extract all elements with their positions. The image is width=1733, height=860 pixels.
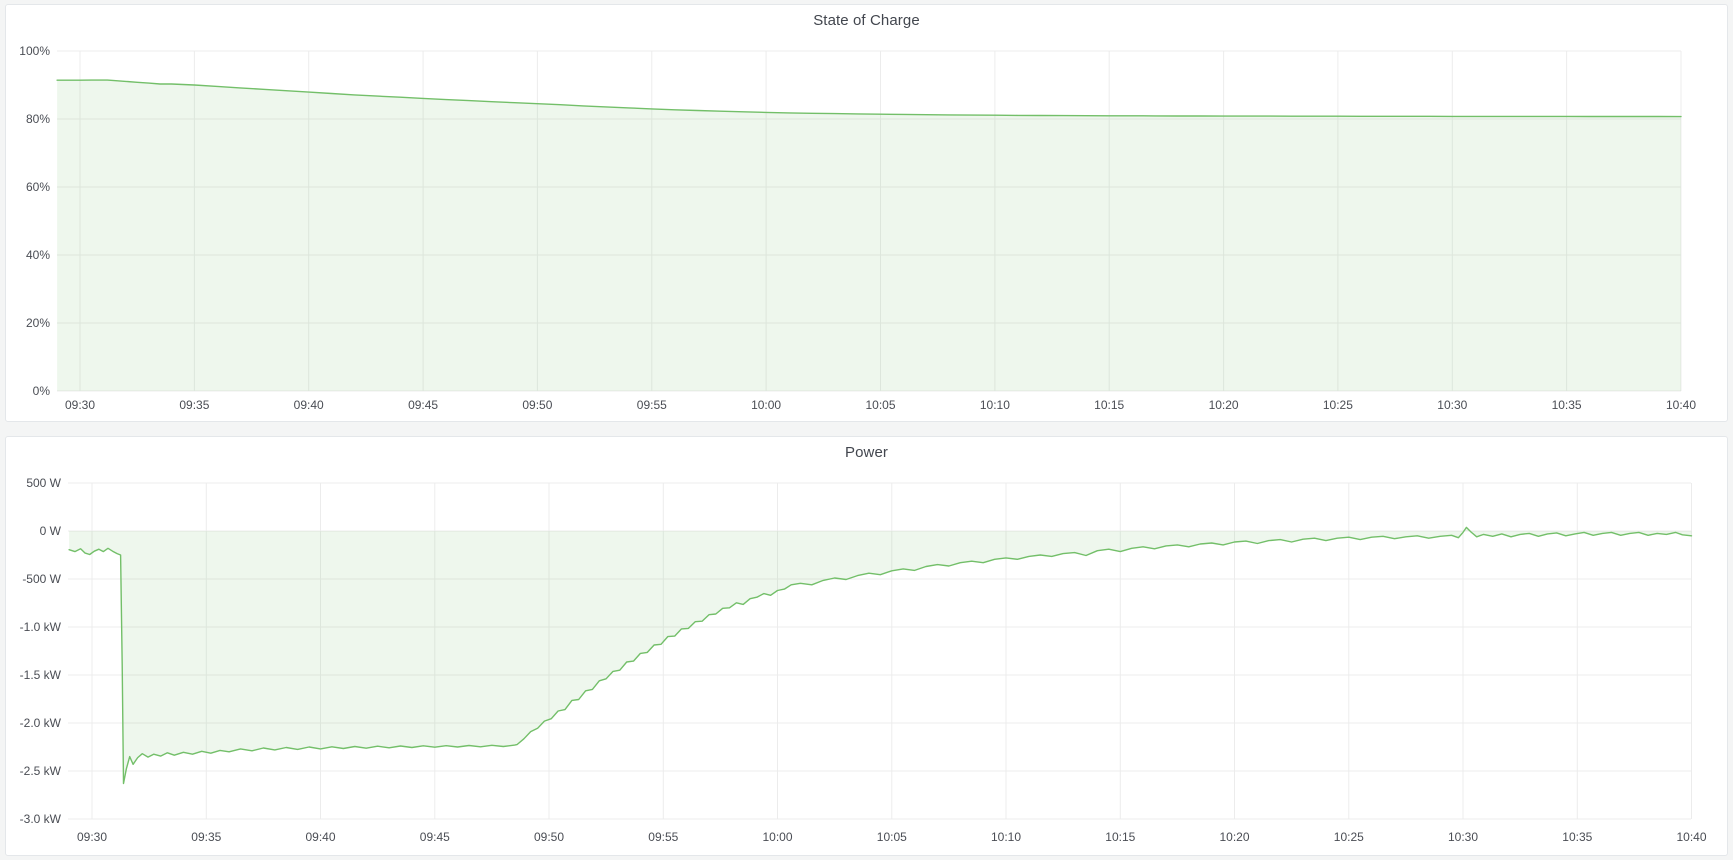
- y-tick-label: -1.0 kW: [20, 620, 62, 634]
- x-tick-label: 10:20: [1209, 398, 1239, 412]
- y-tick-label: -3.0 kW: [20, 812, 62, 826]
- x-tick-label: 10:10: [980, 398, 1010, 412]
- x-tick-label: 10:00: [762, 830, 792, 844]
- x-tick-label: 09:55: [637, 398, 667, 412]
- y-tick-label: -2.5 kW: [20, 764, 62, 778]
- x-tick-label: 10:15: [1094, 398, 1124, 412]
- x-tick-label: 10:15: [1105, 830, 1135, 844]
- soc-chart-canvas[interactable]: 100% 80% 60% 40% 20% 0% 09:30 09:35 09:40 09:45 09…: [6, 5, 1727, 421]
- x-tick-label: 09:40: [305, 830, 335, 844]
- x-tick-label: 10:30: [1437, 398, 1467, 412]
- y-tick-label: -500 W: [22, 572, 61, 586]
- x-tick-label: 09:35: [179, 398, 209, 412]
- y-tick-label: 100%: [19, 44, 50, 58]
- x-tick-label: 09:55: [648, 830, 678, 844]
- x-tick-label: 10:05: [877, 830, 907, 844]
- x-tick-label: 09:30: [65, 398, 95, 412]
- x-tick-label: 10:40: [1666, 398, 1696, 412]
- panel-power: 500 W 0 W -500 W -1.0 kW -1.5 kW -2.0 kW -2.5 …: [5, 436, 1728, 856]
- y-tick-label: 0%: [33, 384, 51, 398]
- x-tick-label: 09:30: [77, 830, 107, 844]
- y-tick-label: 500 W: [26, 476, 61, 490]
- x-tick-label: 09:35: [191, 830, 221, 844]
- series-area: [57, 80, 1682, 391]
- y-tick-label: -1.5 kW: [20, 668, 62, 682]
- series-line: [56, 79, 1682, 118]
- y-tick-label: 20%: [26, 316, 50, 330]
- series-line: [68, 526, 1693, 785]
- panel-title-power[interactable]: Power: [844, 444, 889, 461]
- x-tick-label: 10:30: [1448, 830, 1478, 844]
- x-tick-label: 10:40: [1676, 830, 1706, 844]
- x-tick-label: 09:45: [420, 830, 450, 844]
- x-tick-label: 10:35: [1562, 830, 1592, 844]
- x-tick-label: 09:50: [522, 398, 552, 412]
- x-tick-label: 10:00: [751, 398, 781, 412]
- y-tick-label: 0 W: [40, 524, 62, 538]
- x-tick-label: 09:45: [408, 398, 438, 412]
- y-tick-label: 40%: [26, 248, 50, 262]
- panel-title-state-of-charge[interactable]: State of Charge: [813, 12, 920, 29]
- x-tick-label: 10:20: [1219, 830, 1249, 844]
- x-tick-label: 10:25: [1323, 398, 1353, 412]
- x-tick-label: 10:35: [1552, 398, 1582, 412]
- y-tick-label: -2.0 kW: [20, 716, 62, 730]
- power-chart-canvas[interactable]: 500 W 0 W -500 W -1.0 kW -1.5 kW -2.0 kW -2.5 …: [6, 437, 1727, 855]
- x-tick-label: 10:10: [991, 830, 1021, 844]
- x-tick-label: 10:25: [1334, 830, 1364, 844]
- x-tick-label: 09:40: [294, 398, 324, 412]
- panel-state-of-charge: 100% 80% 60% 40% 20% 0% 09:30 09:35 09:40 09:45 09…: [5, 4, 1728, 422]
- y-tick-label: 80%: [26, 112, 50, 126]
- y-tick-label: 60%: [26, 180, 50, 194]
- x-tick-label: 10:05: [865, 398, 895, 412]
- series-area: [69, 527, 1692, 784]
- x-tick-label: 09:50: [534, 830, 564, 844]
